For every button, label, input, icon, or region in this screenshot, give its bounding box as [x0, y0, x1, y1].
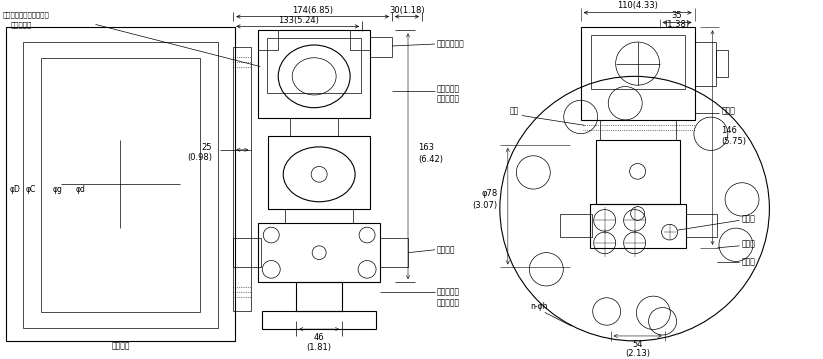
Text: 排液塞: 排液塞 — [742, 257, 756, 266]
Bar — [286, 209, 353, 223]
Text: 内藏显示表: 内藏显示表 — [437, 85, 460, 94]
Text: 35: 35 — [672, 11, 682, 20]
Bar — [40, 58, 200, 312]
Text: n-φh: n-φh — [530, 302, 547, 311]
Text: 接地端: 接地端 — [742, 214, 756, 223]
Text: φD: φD — [9, 185, 20, 194]
Text: 排气塞: 排气塞 — [742, 239, 756, 248]
Text: φg: φg — [53, 185, 63, 194]
Text: 导线管连接口: 导线管连接口 — [437, 39, 465, 48]
Bar — [258, 30, 370, 118]
Bar — [717, 50, 728, 77]
Text: (1.81): (1.81) — [307, 343, 332, 352]
Bar — [380, 238, 408, 267]
Bar — [370, 37, 392, 57]
Text: 163: 163 — [418, 143, 434, 152]
Text: 146: 146 — [722, 126, 737, 135]
Text: (0.98): (0.98) — [188, 153, 212, 162]
Bar — [267, 38, 361, 93]
Text: 25: 25 — [202, 143, 212, 152]
Text: （可选购）: （可选购） — [11, 21, 32, 28]
Text: 调零: 调零 — [509, 106, 519, 115]
Text: (2.13): (2.13) — [625, 349, 650, 358]
Text: 外部显示表导线管连接口: 外部显示表导线管连接口 — [2, 11, 49, 18]
Text: (3.07): (3.07) — [472, 201, 498, 210]
Bar — [233, 47, 251, 312]
Bar — [596, 140, 680, 204]
Text: φd: φd — [76, 185, 86, 194]
Text: 46: 46 — [314, 334, 324, 342]
Bar — [350, 30, 370, 50]
Text: 管道连接: 管道连接 — [437, 245, 455, 254]
Bar — [291, 118, 338, 136]
Text: 54: 54 — [632, 340, 643, 349]
Bar — [258, 223, 380, 282]
Text: (5.75): (5.75) — [722, 137, 746, 146]
Text: 端子侧: 端子侧 — [722, 106, 736, 115]
Bar — [258, 30, 278, 50]
Text: (1.38): (1.38) — [664, 20, 689, 29]
Bar — [695, 42, 717, 86]
Bar — [6, 27, 235, 341]
Text: 110(4.33): 110(4.33) — [617, 1, 658, 10]
Bar — [686, 214, 718, 237]
Bar — [268, 136, 370, 209]
Text: (6.42): (6.42) — [418, 155, 443, 164]
Bar — [233, 238, 261, 267]
Bar — [581, 27, 695, 120]
Bar — [560, 214, 592, 237]
Text: 管道法兰: 管道法兰 — [111, 341, 130, 350]
Bar — [600, 120, 676, 140]
Text: （可选购）: （可选购） — [437, 298, 460, 307]
Text: 30(1.18): 30(1.18) — [389, 6, 425, 15]
Text: 174(6.85): 174(6.85) — [291, 6, 332, 15]
Bar — [296, 282, 342, 312]
Bar — [591, 35, 685, 89]
Text: 133(5.24): 133(5.24) — [277, 16, 319, 25]
Text: 管道连接件: 管道连接件 — [437, 287, 460, 297]
Bar — [23, 42, 218, 328]
Text: （可选购）: （可选购） — [437, 94, 460, 103]
Bar — [263, 312, 376, 329]
Text: φC: φC — [26, 185, 35, 194]
Bar — [590, 204, 686, 248]
Text: φ78: φ78 — [481, 190, 498, 199]
